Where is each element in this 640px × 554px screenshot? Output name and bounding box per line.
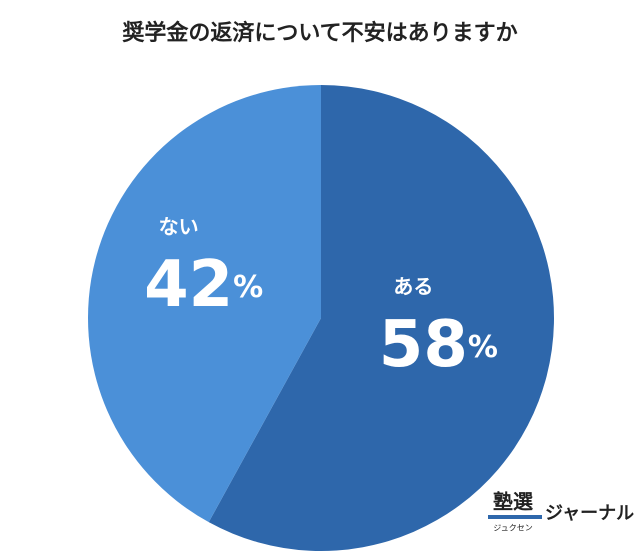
chart-title: 奨学金の返済について不安はありますか (122, 20, 517, 46)
logo-main: 塾選 (493, 490, 533, 514)
slice-category: ある (393, 275, 433, 299)
logo-sub: ジュクセン (493, 524, 532, 533)
logo-bar (488, 515, 542, 519)
value-label: 42% (144, 247, 263, 321)
value-label: 58% (379, 308, 498, 382)
slice-category: ない (159, 214, 199, 238)
pie-slice (88, 85, 321, 523)
logo: 塾選 ジュクセン ジャーナル (488, 490, 634, 533)
pie-slice (208, 85, 554, 551)
logo-name: ジャーナル (545, 503, 634, 524)
